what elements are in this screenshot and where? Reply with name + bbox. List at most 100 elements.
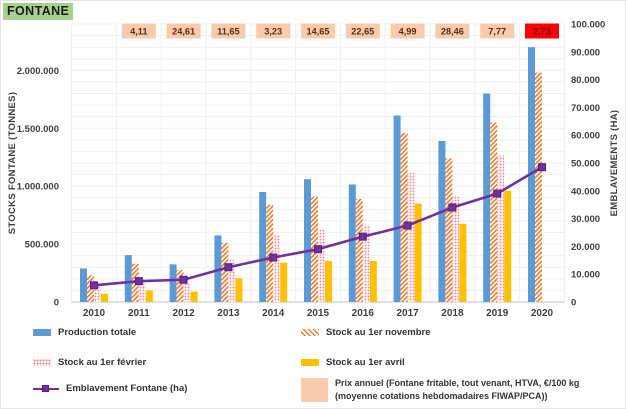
price-label-value: 14,65 — [307, 27, 330, 37]
x-axis-label: 2017 — [396, 308, 419, 319]
bar — [101, 293, 108, 302]
bar — [369, 260, 377, 302]
right-axis-tick-label: 30.000 — [571, 214, 600, 225]
bar — [183, 283, 191, 302]
legend-item-label: Stock au 1er février — [58, 357, 147, 368]
emblavement-line-swatch — [33, 384, 59, 393]
bar — [190, 291, 198, 302]
emblavement-marker — [358, 232, 367, 241]
bar — [393, 115, 401, 302]
bar — [280, 262, 288, 302]
bar — [266, 204, 274, 302]
price-label-box-highlight — [525, 23, 559, 39]
price-labels-row: 4,11 24,61 11,65 3,23 14,65 22,65 4,99 28,46 7,7… — [121, 23, 559, 39]
right-axis-tick-label: 60.000 — [571, 131, 600, 142]
emblavement-marker — [493, 189, 502, 198]
legend-item-label: Stock au 1er avril — [326, 357, 405, 368]
price-label-box — [480, 23, 515, 39]
emblavement-marker — [134, 277, 143, 286]
bar — [400, 132, 408, 302]
right-axis-tick-label: 10.000 — [571, 270, 600, 281]
legend-item-label: Production totale — [58, 327, 137, 338]
bar — [497, 155, 505, 302]
bar — [452, 196, 460, 302]
bar — [459, 223, 467, 302]
right-axis-tick-label: 40.000 — [571, 186, 600, 197]
right-axis-tick-label: 20.000 — [571, 242, 600, 253]
price-label-value: 28,46 — [441, 27, 464, 37]
legend-item-label: Prix annuel (Fontane fritable, tout vena… — [335, 378, 580, 401]
bar — [221, 242, 229, 302]
price-label-box — [166, 23, 201, 39]
x-axis-label: 2015 — [307, 308, 330, 319]
emblavement-marker — [269, 253, 278, 262]
price-label-value: 2,73 — [533, 27, 551, 37]
emblavement-marker — [538, 163, 546, 172]
x-axis-label: 2014 — [262, 308, 285, 319]
bar — [318, 229, 325, 302]
bar — [235, 278, 243, 302]
bar — [445, 158, 453, 302]
bar — [124, 255, 132, 302]
bar — [535, 72, 542, 303]
bar — [228, 260, 236, 302]
bar — [80, 268, 87, 302]
bar — [145, 290, 153, 302]
axis-ticks: 0 500.000 1.000.000 1.500.000 2.000.000 0 10.0… — [7, 20, 620, 320]
left-axis-tick-label: 1.500.000 — [17, 124, 59, 135]
bar — [94, 282, 101, 302]
x-axis-label: 2019 — [486, 308, 509, 319]
x-axis-label: 2013 — [217, 308, 240, 319]
bar — [362, 224, 370, 302]
price-label-value: 3,23 — [264, 27, 282, 37]
x-axis-label: 2020 — [531, 308, 554, 319]
bar — [273, 234, 281, 302]
prix-annuel-swatch — [301, 377, 328, 402]
stock-fevrier-swatch — [33, 359, 51, 366]
emblavement-marker — [179, 275, 188, 284]
legend-item: Emblavement Fontane (ha) — [33, 383, 187, 394]
price-label-box — [256, 23, 291, 39]
stock-avril-swatch — [301, 359, 319, 366]
emblavement-marker — [448, 203, 457, 212]
right-axis-tick-label: 100.000 — [571, 20, 605, 31]
right-axis-tick-label: 0 — [571, 298, 576, 309]
x-axis-label: 2010 — [83, 308, 106, 319]
price-label-box — [301, 23, 335, 39]
legend-item-label: Stock au 1er novembre — [326, 327, 431, 338]
chart-title-badge: FONTANE — [3, 3, 74, 20]
bar — [304, 179, 311, 302]
production-swatch — [33, 329, 51, 336]
x-axis-label: 2018 — [441, 308, 464, 319]
bar — [355, 198, 363, 302]
price-label-box — [121, 23, 156, 39]
emblavement-marker — [224, 263, 233, 272]
bar-series-3 — [94, 155, 505, 302]
chart-legend: Production totale Stock au 1er février Emb… — [1, 319, 625, 408]
legend-item-label: Emblavement Fontane (ha) — [66, 383, 188, 394]
price-label-box — [211, 23, 246, 39]
right-axis-tick-label: 50.000 — [571, 159, 600, 170]
right-axis-tick-label: 70.000 — [571, 103, 600, 114]
bar — [414, 203, 422, 302]
bar — [438, 140, 446, 302]
bar — [169, 264, 177, 302]
price-label-value: 11,65 — [217, 27, 239, 37]
bar — [348, 184, 356, 302]
price-label-value: 4,11 — [130, 27, 147, 37]
price-label-box — [435, 23, 470, 39]
x-axis-label: 2012 — [172, 308, 195, 319]
bar — [214, 235, 222, 302]
emblavement-marker — [90, 281, 98, 290]
price-label-box — [345, 23, 380, 39]
square-marker-icon — [42, 385, 49, 392]
x-axis-label: 2016 — [352, 308, 375, 319]
bar — [138, 278, 146, 302]
left-axis-tick-label: 500.000 — [25, 240, 59, 251]
emblavement-marker — [403, 221, 412, 230]
bar — [504, 190, 512, 302]
price-label-value: 24,61 — [172, 27, 195, 37]
bar — [259, 191, 267, 302]
